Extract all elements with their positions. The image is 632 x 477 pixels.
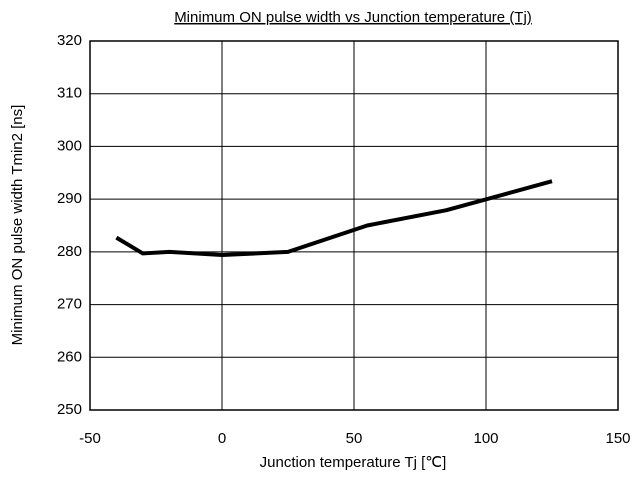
y-tick-label: 310: [57, 85, 82, 102]
x-tick-label: 50: [346, 430, 363, 447]
y-tick-label: 320: [57, 32, 82, 49]
chart-title: Minimum ON pulse width vs Junction tempe…: [174, 9, 532, 26]
y-axis-label: Minimum ON pulse width Tmin2 [ns]: [9, 105, 26, 346]
x-tick-label: 0: [218, 430, 226, 447]
x-tick-label: 150: [605, 430, 630, 447]
y-tick-label: 250: [57, 401, 82, 418]
x-tick-label: 100: [473, 430, 498, 447]
y-tick-label: 290: [57, 190, 82, 207]
y-tick-label: 270: [57, 296, 82, 313]
x-tick-label: -50: [79, 430, 101, 447]
plot-frame: [89, 40, 619, 411]
y-tick-label: 300: [57, 137, 82, 154]
y-tick-label: 280: [57, 243, 82, 260]
y-tick-label: 260: [57, 348, 82, 365]
x-axis-label: Junction temperature Tj [℃]: [260, 454, 447, 471]
data-line: [115, 179, 553, 258]
